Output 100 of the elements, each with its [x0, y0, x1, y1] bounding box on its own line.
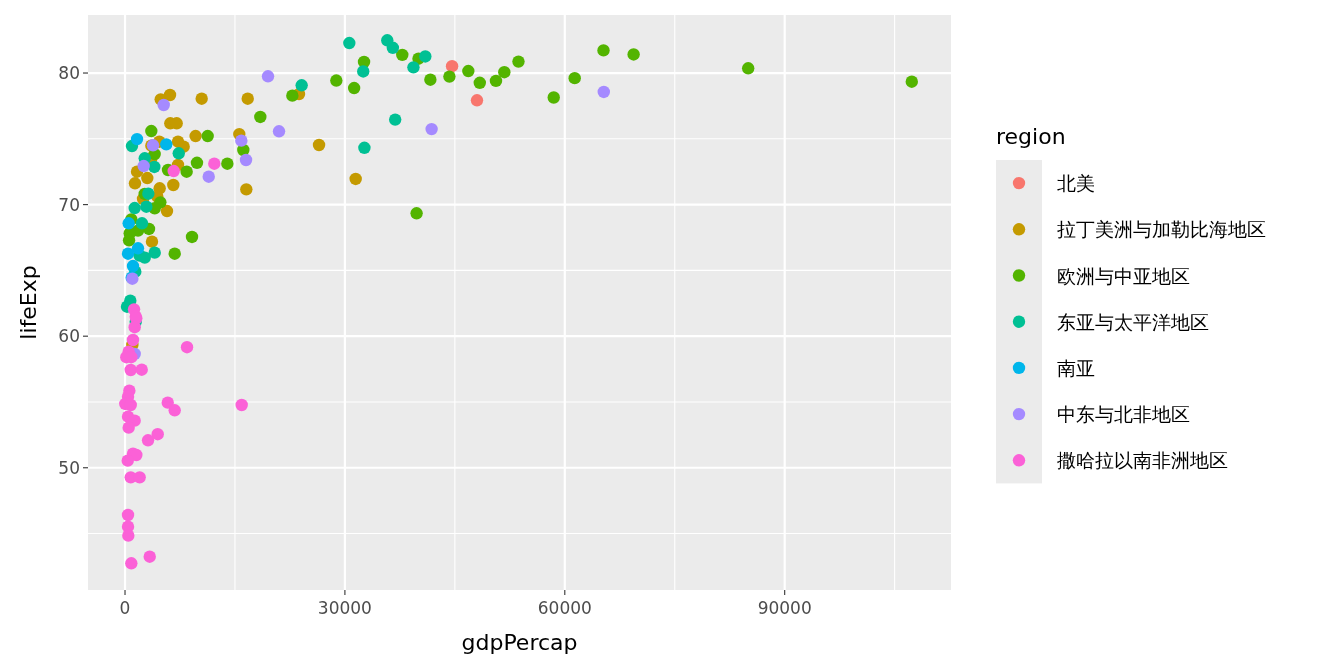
- point: [498, 66, 511, 79]
- legend-label: 拉丁美洲与加勒比海地区: [1057, 218, 1266, 241]
- legend-title: region: [996, 124, 1066, 149]
- x-tick-label: 60000: [537, 598, 592, 618]
- point: [286, 89, 299, 102]
- point: [138, 251, 151, 264]
- point: [130, 132, 144, 146]
- point: [145, 124, 158, 138]
- point: [195, 92, 208, 105]
- point: [148, 160, 161, 174]
- point: [202, 170, 215, 183]
- point: [135, 363, 148, 376]
- point: [167, 164, 180, 178]
- y-axis-title: lifeExp: [16, 265, 41, 340]
- point: [151, 428, 164, 441]
- point: [424, 73, 437, 86]
- point: [425, 122, 438, 136]
- point: [470, 94, 484, 107]
- point: [189, 129, 202, 143]
- point: [131, 242, 145, 255]
- point: [445, 59, 459, 73]
- point: [221, 157, 234, 170]
- point: [489, 74, 503, 88]
- point: [167, 178, 180, 192]
- point: [141, 171, 154, 185]
- point: [386, 41, 400, 54]
- point: [140, 200, 153, 213]
- point: [627, 48, 640, 61]
- point: [145, 235, 159, 248]
- point: [905, 75, 918, 88]
- point: [208, 157, 221, 170]
- point: [172, 147, 185, 160]
- x-tick-label: 90000: [757, 598, 812, 618]
- point: [512, 55, 525, 68]
- x-tick-label: 0: [119, 598, 131, 618]
- point: [160, 138, 173, 151]
- point: [190, 156, 204, 169]
- point: [547, 91, 560, 104]
- point: [168, 247, 181, 260]
- point: [168, 404, 181, 417]
- point: [128, 321, 141, 334]
- point: [357, 65, 370, 78]
- point: [473, 76, 486, 89]
- point: [241, 92, 254, 105]
- point: [125, 557, 138, 570]
- point: [124, 363, 137, 377]
- point: [135, 217, 149, 230]
- point: [128, 201, 141, 215]
- x-tick-label: 30000: [317, 598, 372, 618]
- point: [410, 207, 423, 220]
- point: [180, 341, 194, 354]
- legend-label: 北美: [1057, 172, 1095, 195]
- point: [137, 159, 150, 173]
- point: [126, 259, 140, 273]
- point: [142, 187, 155, 200]
- point: [143, 550, 156, 563]
- point: [157, 98, 170, 112]
- y-tick-label: 50: [58, 457, 80, 478]
- y-tick-label: 80: [58, 63, 80, 84]
- point: [163, 88, 177, 102]
- point: [235, 398, 248, 412]
- point: [128, 177, 142, 190]
- legend-label: 南亚: [1057, 356, 1095, 379]
- point: [419, 50, 432, 63]
- point: [235, 134, 248, 147]
- point: [295, 79, 308, 92]
- point: [239, 153, 253, 167]
- x-axis-title: gdpPercap: [461, 630, 578, 655]
- legend-label: 中东与北非地区: [1057, 403, 1190, 426]
- point: [261, 70, 275, 83]
- y-tick-label: 70: [58, 194, 80, 215]
- point: [407, 61, 420, 74]
- point: [121, 454, 134, 467]
- point: [121, 508, 135, 522]
- point: [254, 110, 267, 124]
- point: [388, 113, 402, 126]
- point: [201, 129, 214, 143]
- point: [597, 85, 610, 99]
- point: [122, 217, 135, 230]
- point: [347, 81, 361, 95]
- point: [443, 70, 456, 83]
- legend-label: 东亚与太平洋地区: [1057, 310, 1209, 333]
- point: [358, 141, 371, 154]
- point: [312, 138, 326, 152]
- point: [180, 165, 193, 178]
- point: [126, 333, 140, 347]
- point: [141, 434, 155, 447]
- point: [160, 204, 174, 218]
- point: [240, 183, 253, 196]
- point: [148, 246, 161, 259]
- point: [185, 230, 199, 244]
- legend-label: 撒哈拉以南非洲地区: [1057, 449, 1228, 472]
- point: [396, 48, 409, 62]
- point: [597, 44, 610, 57]
- point: [741, 62, 755, 75]
- point: [462, 64, 475, 78]
- y-tick-label: 60: [58, 326, 80, 347]
- point: [161, 396, 174, 409]
- point: [272, 125, 286, 138]
- point: [124, 398, 137, 412]
